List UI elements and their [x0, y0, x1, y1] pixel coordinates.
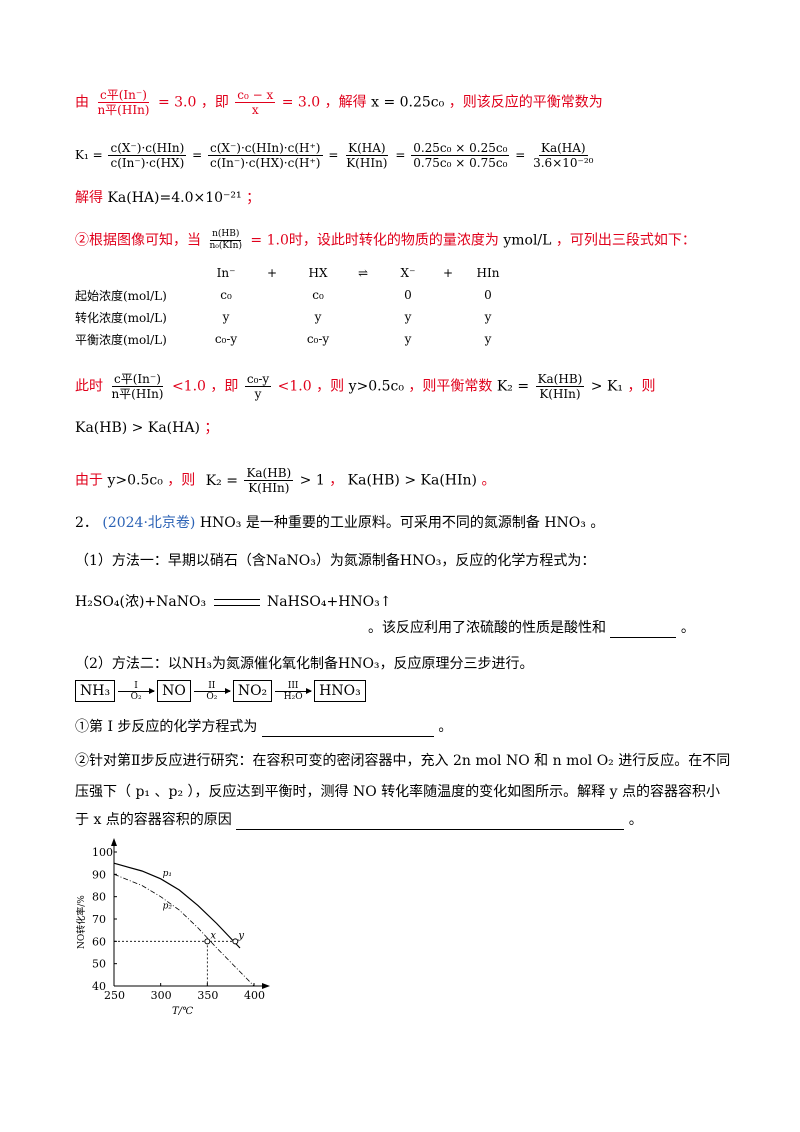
conclusion-line: 由于 y>0.5c₀ ，则 K₂ = Ka(HB) K(HIn) > 1 ， Ka… [75, 466, 496, 495]
x-tick-label: 350 [197, 989, 218, 1002]
series-label: p₂ [163, 902, 173, 912]
point-x [204, 938, 211, 945]
flow-arrow: I O₂ [118, 681, 156, 702]
text-fragment: 由 [75, 94, 89, 111]
property-question: 。该反应利用了浓硫酸的性质是酸性和 。 [368, 620, 695, 638]
no-conversion-chart: T/℃ NO转化率/% 250 300 350 400 40 50 60 70 80 90 100 p… [75, 838, 270, 1017]
x-axis-arrow [262, 983, 270, 989]
y-tick-label: 70 [92, 913, 106, 926]
ice-header-row: In⁻ + HX ⇌ X⁻ + HIn [216, 266, 500, 280]
step-2-question-line-3: 于 x 点的容器容积的原因 。 [75, 812, 643, 830]
equals-sign [213, 598, 260, 606]
x-tick-label: 400 [244, 989, 265, 1002]
fraction: K(HA) K(HIn) [346, 141, 388, 170]
series-label: p₁ [163, 869, 172, 879]
derivation-line-3: 此时 c平(In⁻) n平(HIn) <1.0 ，即 c₀-y y <1.0 ，则 … [75, 372, 656, 401]
fraction: Ka(HA) 3.6×10⁻²⁰ [533, 141, 594, 170]
flow-arrow: II O₂ [193, 681, 231, 702]
fraction: c(X⁻)·c(HIn) c(In⁻)·c(HX) [108, 141, 187, 170]
fraction: Ka(HB) K(HIn) [244, 466, 294, 495]
equation-1: H₂SO₄(浓)+NaNO₃ NaHSO₄+HNO₃↑ [75, 594, 392, 610]
y-axis-arrow [111, 838, 117, 846]
chart-axes: T/℃ NO转化率/% [75, 838, 270, 1017]
x-tick-label: 300 [151, 989, 172, 1002]
y-tick-label: 80 [92, 891, 106, 904]
method-1-line: （1）方法一：早期以硝石（含NaNO₃）为氮源制备HNO₃，反应的化学方程式为： [75, 553, 596, 569]
ice-table: In⁻ + HX ⇌ X⁻ + HIn 起始浓度(mol/L) c₀ c₀ 0 … [75, 262, 521, 350]
text-fragment: ，则该反应的平衡常数为 [448, 94, 603, 111]
fraction: c平(In⁻) n平(HIn) [111, 372, 164, 401]
text-fragment: = 3.0 ，解得 [281, 94, 367, 111]
math-expression: Ka(HA)=4.0×10⁻²¹ [107, 190, 242, 206]
series-line-p₁ [113, 862, 241, 949]
step-1-question: ①第 I 步反应的化学方程式为 。 [75, 719, 453, 737]
fraction: n(HB) n₀(KIn) [209, 229, 242, 251]
result-line: 解得 Ka(HA)=4.0×10⁻²¹ ； [75, 190, 261, 206]
y-tick-label: 50 [92, 958, 106, 971]
flow-box-hno3: HNO₃ [314, 680, 366, 702]
y-tick-label: 40 [92, 980, 106, 993]
table-row: 转化浓度(mol/L) y y y y [75, 310, 492, 325]
inequality-line: Ka(HB) > Ka(HA) ； [75, 420, 219, 436]
derivation-line-2: ②根据图像可知，当 n(HB) n₀(KIn) = 1.0时，设此时转化的物质的量… [75, 229, 696, 251]
y-axis-label: NO转化率/% [75, 895, 87, 949]
question-2-heading: 2． (2024·北京卷) HNO₃ 是一种重要的工业原料。可采用不同的氮源制备… [75, 515, 605, 531]
text-fragment: = 3.0 ，即 [157, 94, 229, 111]
y-tick-label: 60 [92, 935, 106, 948]
flow-box-no: NO [157, 680, 191, 702]
math-expression: x = 0.25c₀ [371, 94, 445, 111]
fraction: 0.25c₀ × 0.25c₀ 0.75c₀ × 0.75c₀ [411, 141, 510, 170]
flow-arrow: III H₂O [275, 681, 313, 702]
equilibrium-constant-line: K₁ = c(X⁻)·c(HIn) c(In⁻)·c(HX) = c(X⁻)·c(… [75, 141, 594, 170]
series-line-p₂ [113, 873, 255, 987]
k1-symbol: K₁ = [75, 148, 103, 162]
fraction: c₀-y y [244, 372, 272, 401]
method-2-line: （2）方法二：以NH₃为氮源催化氧化制备HNO₃，反应原理分三步进行。 [75, 656, 534, 672]
step-2-question-line-2: 压强下（ p₁ 、p₂ ），反应达到平衡时，测得 NO 转化率随温度的变化如图所… [75, 784, 720, 800]
source-tag: (2024·北京卷) [102, 515, 196, 531]
table-row: 平衡浓度(mol/L) c₀-y c₀-y y y [75, 332, 492, 347]
x-axis-label: T/℃ [172, 1006, 193, 1017]
x-tick-label: 250 [104, 989, 125, 1002]
fraction: c平(In⁻) n平(HIn) [97, 88, 150, 117]
flow-box-nh3: NH₃ [75, 680, 116, 702]
answer-blank[interactable] [236, 815, 625, 830]
table-row: 起始浓度(mol/L) c₀ c₀ 0 0 [75, 288, 492, 303]
chart-ticks: 250 300 350 400 40 50 60 70 80 90 100 [92, 846, 265, 1002]
step-2-question-line-1: ②针对第Ⅱ步反应进行研究：在容积可变的密闭容器中，充入 2n mol NO 和 … [75, 753, 731, 769]
fraction: c(X⁻)·c(HIn)·c(H⁺) c(In⁻)·c(HX)·c(H⁺) [208, 141, 323, 170]
answer-blank[interactable] [261, 722, 434, 737]
flow-box-no2: NO₂ [232, 680, 273, 702]
y-tick-label: 100 [92, 846, 113, 859]
y-tick-label: 90 [92, 868, 106, 881]
point-y [232, 938, 239, 945]
reaction-flow: NH₃ I O₂ NO II O₂ NO₂ III H₂O HNO₃ [75, 680, 366, 702]
chart-series: p₁ p₂ [113, 862, 255, 987]
answer-blank[interactable] [610, 623, 677, 638]
point-label: y [237, 930, 244, 941]
math-expression: ymol/L [503, 232, 552, 249]
point-label: x [210, 930, 216, 941]
fraction: Ka(HB) K(HIn) [535, 372, 585, 401]
